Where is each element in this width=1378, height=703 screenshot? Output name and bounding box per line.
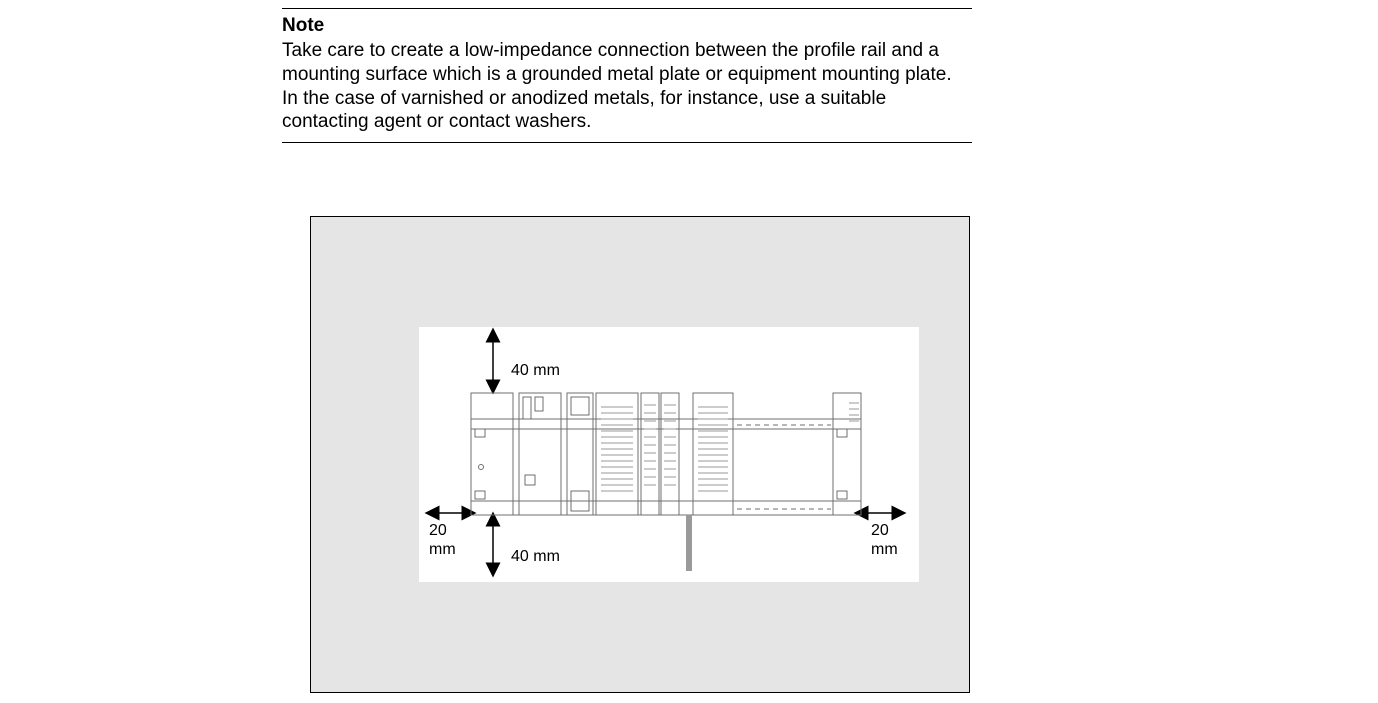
shield-bar — [686, 515, 692, 571]
page-root: Note Take care to create a low-impedance… — [0, 0, 1378, 703]
device-drawing — [471, 393, 861, 571]
module-cpu — [519, 393, 561, 515]
module-thin-2 — [661, 393, 679, 515]
note-title: Note — [282, 15, 972, 37]
module-sm-2 — [693, 393, 733, 515]
figure-svg — [311, 217, 971, 694]
note-body: Take care to create a low-impedance conn… — [282, 39, 972, 134]
module-sm-1 — [596, 393, 638, 515]
note-rule-bottom — [282, 142, 972, 143]
module-ps — [471, 393, 513, 515]
label-top: 40 mm — [511, 361, 560, 380]
module-sm-narrow — [567, 393, 593, 515]
note-block: Note Take care to create a low-impedance… — [282, 8, 972, 143]
label-right: 20 mm — [871, 521, 898, 559]
label-bottom: 40 mm — [511, 547, 560, 566]
note-rule-top — [282, 8, 972, 9]
module-thin-1 — [641, 393, 659, 515]
label-left: 20 mm — [429, 521, 456, 559]
module-end — [833, 393, 861, 515]
figure-frame: 40 mm 40 mm 20 mm 20 mm — [310, 216, 970, 693]
